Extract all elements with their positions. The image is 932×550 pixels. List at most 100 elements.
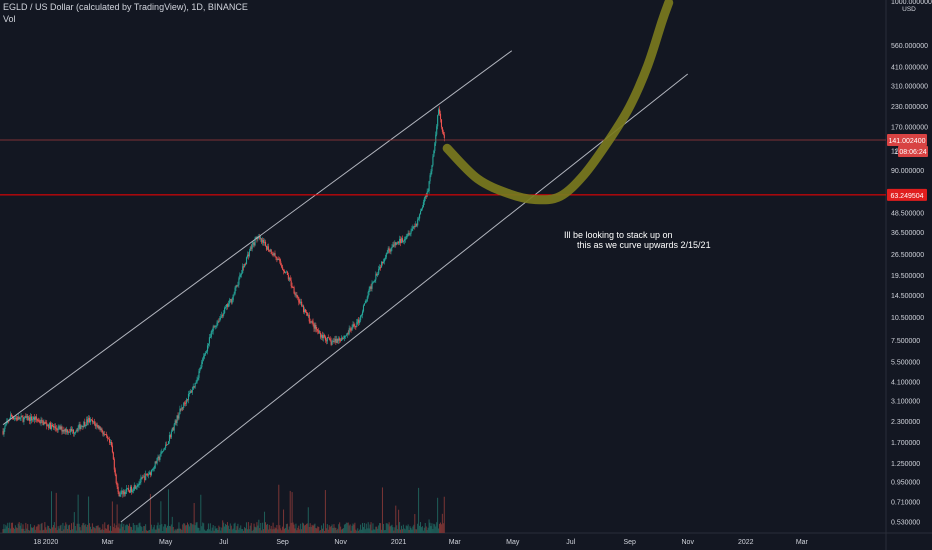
- volume-bar: [58, 528, 60, 533]
- candle-body: [396, 242, 398, 245]
- candle-body: [24, 416, 26, 418]
- candle-body: [229, 299, 231, 301]
- volume-bar: [327, 529, 329, 533]
- volume-bar: [297, 527, 299, 533]
- candle-body: [95, 424, 97, 427]
- candle-body: [191, 389, 193, 393]
- candle-body: [34, 416, 36, 420]
- candle-body: [226, 304, 229, 307]
- candle-body: [38, 420, 40, 423]
- candle-body: [50, 422, 52, 430]
- volume-bar: [66, 524, 68, 533]
- candle-body: [221, 315, 223, 317]
- candle-body: [40, 419, 42, 423]
- candle-body: [82, 425, 84, 428]
- volume-bar: [280, 528, 282, 533]
- candle-body: [278, 258, 280, 260]
- volume-bars: [2, 484, 445, 533]
- volume-bar: [342, 528, 344, 533]
- price-tick-label: 0.530000: [891, 520, 920, 527]
- candle-body: [332, 340, 334, 342]
- candle-body: [60, 426, 62, 430]
- volume-bar: [399, 522, 401, 533]
- candle-body: [64, 428, 66, 432]
- candle-body: [48, 424, 50, 428]
- volume-bar: [174, 529, 176, 533]
- volume-bar: [28, 530, 30, 533]
- annotation-line-2[interactable]: this as we curve upwards 2/15/21: [577, 240, 711, 250]
- volume-bar: [306, 523, 308, 533]
- candle-body: [284, 272, 287, 274]
- candle-body: [193, 386, 195, 388]
- last-price-label: 141.002400: [889, 138, 926, 145]
- candle-body: [368, 288, 370, 293]
- volume-bar: [109, 530, 111, 533]
- volume-bar: [76, 523, 78, 533]
- volume-bar: [248, 529, 250, 533]
- volume-bar: [73, 512, 75, 533]
- volume-bar: [286, 523, 288, 533]
- candle-body: [98, 426, 100, 429]
- candle-body: [260, 238, 262, 240]
- volume-bar: [138, 523, 140, 533]
- symbol-title[interactable]: EGLD / US Dollar (calculated by TradingV…: [3, 2, 248, 12]
- volume-bar: [180, 528, 182, 533]
- candle-body: [381, 261, 384, 264]
- volume-bar: [435, 526, 437, 533]
- candle-body: [401, 238, 404, 242]
- candle-body: [234, 287, 236, 294]
- candle-body: [416, 223, 418, 226]
- candle-body: [123, 491, 125, 495]
- price-tick-label: 5.500000: [891, 359, 920, 366]
- volume-bar: [80, 530, 82, 533]
- volume-bar: [2, 529, 4, 533]
- volume-bar: [245, 528, 247, 533]
- volume-bar: [98, 527, 100, 533]
- candle-body: [429, 175, 431, 182]
- candle-body: [55, 428, 57, 430]
- candle-body: [27, 415, 29, 421]
- candle-body: [151, 469, 153, 471]
- candle-body: [59, 426, 61, 430]
- volume-bar: [226, 522, 228, 533]
- candle-body: [92, 421, 94, 423]
- volume-bar: [86, 526, 88, 533]
- volume-bar: [355, 529, 357, 533]
- price-tick-label: 7.500000: [891, 338, 920, 345]
- candle-body: [182, 407, 184, 409]
- time-axis[interactable]: 18 2020 Mar May Jul Sep Nov 2021 Mar May Jul Sep Nov…: [33, 539, 808, 546]
- candle-body: [364, 300, 366, 304]
- candle-body: [263, 240, 265, 243]
- candle-body: [440, 119, 443, 128]
- candle-body: [171, 427, 173, 432]
- candle-body: [232, 294, 234, 301]
- volume-bar: [16, 528, 18, 533]
- volume-bar: [269, 528, 271, 533]
- volume-bar: [15, 527, 17, 533]
- volume-bar: [427, 527, 429, 533]
- volume-bar: [441, 513, 443, 533]
- volume-bar: [128, 523, 130, 533]
- candle-body: [28, 417, 30, 421]
- volume-bar: [271, 529, 273, 533]
- volume-bar: [311, 524, 313, 533]
- candle-body: [57, 426, 59, 431]
- candle-body: [136, 485, 138, 488]
- volume-bar: [233, 523, 235, 533]
- volume-bar: [84, 525, 86, 533]
- volume-bar: [344, 524, 346, 533]
- volume-legend[interactable]: Vol: [3, 14, 16, 24]
- volume-bar: [188, 526, 190, 533]
- candle-body: [236, 285, 238, 287]
- time-tick-label: 2021: [391, 539, 407, 546]
- annotation-line-1[interactable]: Ill be looking to stack up on: [564, 230, 673, 240]
- volume-bar: [406, 526, 408, 533]
- candle-body: [196, 379, 198, 383]
- countdown-label: 08:06:24: [899, 149, 926, 156]
- volume-bar: [381, 529, 383, 533]
- drawing-layer[interactable]: [0, 0, 886, 523]
- candle-body: [124, 491, 126, 495]
- candle-body: [410, 230, 412, 234]
